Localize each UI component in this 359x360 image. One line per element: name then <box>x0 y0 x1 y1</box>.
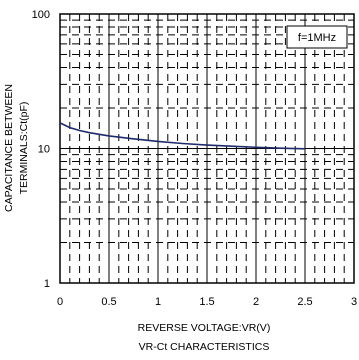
legend-layer: f=1MHz <box>286 25 348 49</box>
x-tick-label: 2 <box>253 296 259 308</box>
y-tick-label: 100 <box>32 9 50 21</box>
plot-frame <box>59 13 355 284</box>
x-tick-label: 3 <box>351 296 357 308</box>
x-axis-title: REVERSE VOLTAGE:VR(V) <box>138 322 271 334</box>
x-tick-label: 0 <box>57 296 63 308</box>
series-line <box>59 122 306 150</box>
y-tick-label: 1 <box>44 278 50 290</box>
legend-annotation: f=1MHz <box>298 32 336 44</box>
series-layer <box>59 122 306 150</box>
grid-layer <box>59 13 355 284</box>
x-tick-label: 2.5 <box>297 296 312 308</box>
axis-titles: REVERSE VOLTAGE:VR(V) VR-Ct CHARACTERIST… <box>3 84 270 353</box>
legend-box <box>286 25 348 49</box>
tick-labels: 0 0.5 1 1.5 2 2.5 3 1 10 100 <box>32 9 357 308</box>
x-tick-label: 1.5 <box>199 296 214 308</box>
y-axis-title-line1: CAPACITANCE BETWEEN <box>3 84 15 212</box>
x-tick-label: 1 <box>155 296 161 308</box>
y-axis-title-line2: TERMINALS:Ct(pF) <box>18 102 30 195</box>
x-tick-label: 0.5 <box>101 296 116 308</box>
y-tick-label: 10 <box>38 144 50 156</box>
chart-title: VR-Ct CHARACTERISTICS <box>139 341 270 353</box>
